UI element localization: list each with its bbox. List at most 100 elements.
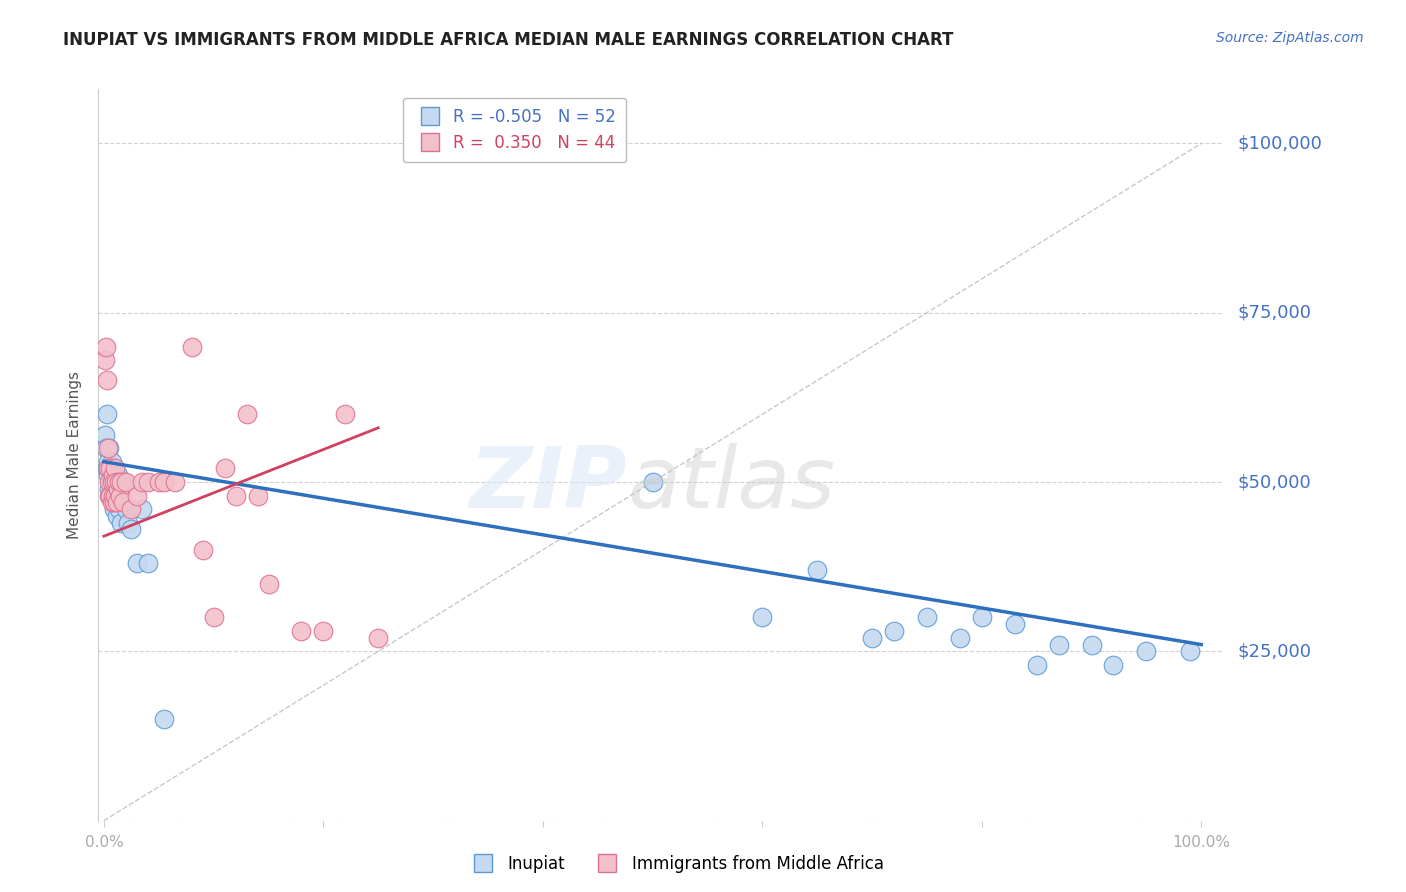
Point	[104, 489, 127, 503]
Point	[101, 495, 124, 509]
Point	[246, 489, 269, 503]
Point	[101, 468, 124, 483]
Text: INUPIAT VS IMMIGRANTS FROM MIDDLE AFRICA MEDIAN MALE EARNINGS CORRELATION CHART: INUPIAT VS IMMIGRANTS FROM MIDDLE AFRICA…	[63, 31, 953, 49]
Text: ZIP: ZIP	[470, 442, 627, 525]
Point	[335, 407, 357, 421]
Point	[915, 610, 938, 624]
Y-axis label: Median Male Earnings: Median Male Earnings	[67, 371, 83, 539]
Point	[98, 441, 121, 455]
Point	[202, 610, 225, 624]
Point	[104, 475, 127, 489]
Point	[153, 712, 176, 726]
Point	[104, 495, 127, 509]
Point	[96, 461, 118, 475]
Point	[105, 495, 128, 509]
Point	[101, 475, 124, 489]
Point	[101, 461, 124, 475]
Point	[105, 489, 128, 503]
Text: Source: ZipAtlas.com: Source: ZipAtlas.com	[1216, 31, 1364, 45]
Point	[111, 495, 134, 509]
Point	[180, 340, 202, 354]
Point	[107, 482, 129, 496]
Point	[112, 475, 135, 489]
Point	[100, 475, 122, 489]
Point	[120, 523, 142, 537]
Point	[115, 502, 138, 516]
Point	[148, 475, 170, 489]
Point	[98, 461, 121, 475]
Point	[1180, 644, 1202, 658]
Point	[98, 482, 121, 496]
Point	[103, 495, 125, 509]
Point	[1004, 617, 1026, 632]
Point	[120, 502, 142, 516]
Point	[94, 441, 117, 455]
Point	[214, 461, 236, 475]
Point	[110, 475, 132, 489]
Point	[100, 455, 122, 469]
Point	[97, 468, 120, 483]
Point	[100, 468, 122, 483]
Text: atlas: atlas	[627, 442, 835, 525]
Legend: R = -0.505   N = 52, R =  0.350   N = 44: R = -0.505 N = 52, R = 0.350 N = 44	[404, 97, 626, 161]
Point	[97, 441, 120, 455]
Point	[98, 489, 121, 503]
Point	[949, 631, 972, 645]
Point	[96, 373, 118, 387]
Point	[115, 475, 138, 489]
Point	[100, 489, 122, 503]
Point	[96, 407, 118, 421]
Point	[1102, 657, 1125, 672]
Point	[103, 482, 125, 496]
Point	[125, 556, 148, 570]
Point	[153, 475, 176, 489]
Point	[641, 475, 664, 489]
Point	[970, 610, 993, 624]
Point	[94, 353, 117, 368]
Point	[136, 475, 159, 489]
Point	[165, 475, 187, 489]
Point	[94, 340, 117, 354]
Point	[100, 495, 122, 509]
Point	[110, 516, 132, 530]
Point	[108, 475, 131, 489]
Point	[104, 468, 127, 483]
Point	[94, 427, 117, 442]
Point	[100, 489, 122, 503]
Text: $75,000: $75,000	[1237, 303, 1312, 322]
Point	[104, 461, 127, 475]
Point	[107, 468, 129, 483]
Point	[103, 475, 125, 489]
Point	[110, 489, 132, 503]
Point	[131, 502, 153, 516]
Point	[103, 502, 125, 516]
Point	[111, 495, 134, 509]
Point	[104, 475, 127, 489]
Text: $100,000: $100,000	[1237, 135, 1322, 153]
Point	[235, 407, 257, 421]
Text: $25,000: $25,000	[1237, 642, 1312, 660]
Point	[1080, 638, 1102, 652]
Point	[1135, 644, 1157, 658]
Point	[131, 475, 153, 489]
Point	[101, 489, 124, 503]
Point	[104, 489, 127, 503]
Point	[367, 631, 389, 645]
Point	[125, 489, 148, 503]
Point	[860, 631, 883, 645]
Text: $50,000: $50,000	[1237, 473, 1310, 491]
Point	[312, 624, 335, 638]
Point	[225, 489, 247, 503]
Point	[105, 508, 128, 523]
Point	[751, 610, 773, 624]
Point	[191, 542, 214, 557]
Point	[290, 624, 312, 638]
Point	[97, 461, 120, 475]
Point	[883, 624, 905, 638]
Point	[108, 502, 131, 516]
Point	[1047, 638, 1070, 652]
Point	[806, 563, 828, 577]
Point	[100, 461, 122, 475]
Point	[100, 475, 122, 489]
Point	[117, 516, 139, 530]
